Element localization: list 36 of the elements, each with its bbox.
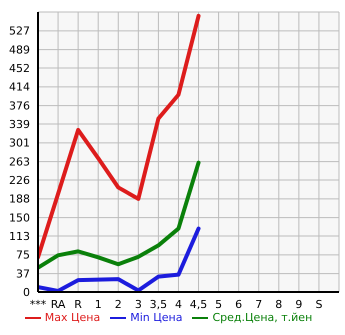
x-tick-label: 6: [235, 298, 242, 311]
x-tick-label: 3: [134, 298, 142, 311]
x-tick-label: 3,5: [150, 298, 168, 311]
x-tick-label: 4: [174, 298, 182, 311]
y-tick-label: 75: [16, 248, 30, 262]
line-series: [38, 226, 201, 292]
y-tick-label: 301: [9, 136, 30, 150]
y-tick-label: 376: [9, 100, 30, 113]
y-tick-label: 263: [9, 156, 30, 169]
y-tick-label: 527: [9, 24, 30, 38]
x-tick-label: 4,5: [190, 298, 208, 311]
legend-label: Сред.Цена, т.йен: [212, 311, 312, 324]
x-tick-label: RA: [50, 298, 66, 311]
y-tick-label: 452: [9, 62, 30, 75]
y-tick-label: 150: [9, 212, 30, 225]
line-series: [38, 14, 201, 260]
line-series: [38, 160, 201, 270]
legend-label: Min Цена: [130, 311, 182, 324]
y-tick-label: 226: [9, 174, 30, 187]
y-tick-label: 188: [9, 192, 30, 206]
x-tick-label: 2: [114, 298, 122, 311]
x-tick-label: 1: [94, 298, 102, 311]
y-tick-label: 37: [16, 268, 30, 281]
legend-label: Max Цена: [44, 311, 100, 324]
y-tick-label: 489: [9, 44, 30, 57]
x-tick-label: 7: [255, 298, 262, 311]
y-tick-label: 0: [23, 286, 30, 299]
y-tick-label: 339: [9, 118, 30, 131]
x-tick-label: 8: [275, 298, 282, 311]
x-tick-label: ***: [30, 298, 47, 311]
x-tick-label: 9: [295, 298, 302, 311]
x-tick-label: S: [315, 298, 322, 311]
y-tick-label: 113: [9, 230, 30, 243]
x-tick-label: 5: [215, 298, 222, 311]
y-tick-label: 414: [9, 80, 30, 94]
x-tick-label: R: [74, 298, 82, 311]
